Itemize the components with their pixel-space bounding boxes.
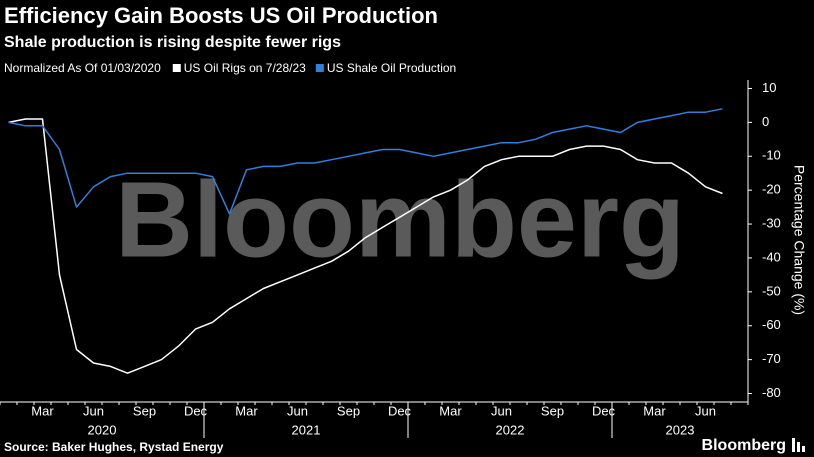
chart-subtitle: Shale production is rising despite fewer… xyxy=(4,34,341,51)
x-tick-label: Sep xyxy=(133,403,156,418)
x-year-label: 2022 xyxy=(496,422,525,437)
y-tick-label: -10 xyxy=(762,148,781,163)
y-axis-title: Percentage Change (%) xyxy=(791,165,807,315)
legend-label: US Oil Rigs on 7/28/23 xyxy=(184,61,306,75)
x-tick-label: Sep xyxy=(337,403,360,418)
y-tick-label: -70 xyxy=(762,351,781,366)
y-tick-label: -40 xyxy=(762,249,781,264)
x-tick-label: Mar xyxy=(439,403,462,418)
x-tick-label: Dec xyxy=(388,403,412,418)
x-tick-label: Sep xyxy=(541,403,564,418)
chart-title: Efficiency Gain Boosts US Oil Production xyxy=(4,3,438,28)
x-tick-label: Mar xyxy=(643,403,666,418)
x-tick-label: Jun xyxy=(695,403,716,418)
logo-icon xyxy=(792,438,795,452)
legend-swatch xyxy=(315,64,324,72)
legend-note: Normalized As Of 01/03/2020 xyxy=(4,61,161,75)
y-tick-label: 0 xyxy=(762,114,769,129)
logo-icon xyxy=(802,446,805,452)
x-tick-label: Dec xyxy=(184,403,208,418)
x-year-label: 2020 xyxy=(88,422,117,437)
legend-swatch xyxy=(172,64,181,72)
x-tick-label: Dec xyxy=(592,403,616,418)
source: Source: Baker Hughes, Rystad Energy xyxy=(4,440,224,454)
x-year-label: 2023 xyxy=(666,422,695,437)
y-tick-label: -20 xyxy=(762,182,781,197)
series-line xyxy=(8,118,723,374)
x-year-label: 2021 xyxy=(292,422,321,437)
series-line xyxy=(8,108,723,215)
x-tick-label: Mar xyxy=(235,403,258,418)
legend-label: US Shale Oil Production xyxy=(327,61,456,75)
logo-icon xyxy=(797,442,800,452)
y-tick-label: -80 xyxy=(762,385,781,400)
x-tick-label: Jun xyxy=(83,403,104,418)
y-tick-label: -60 xyxy=(762,317,781,332)
x-tick-label: Jun xyxy=(287,403,308,418)
logo: Bloomberg xyxy=(702,437,786,454)
y-tick-label: -50 xyxy=(762,283,781,298)
y-tick-label: -30 xyxy=(762,215,781,230)
watermark: Bloomberg xyxy=(115,159,685,280)
x-tick-label: Jun xyxy=(491,403,512,418)
y-tick-label: 10 xyxy=(762,80,776,95)
x-tick-label: Mar xyxy=(31,403,54,418)
